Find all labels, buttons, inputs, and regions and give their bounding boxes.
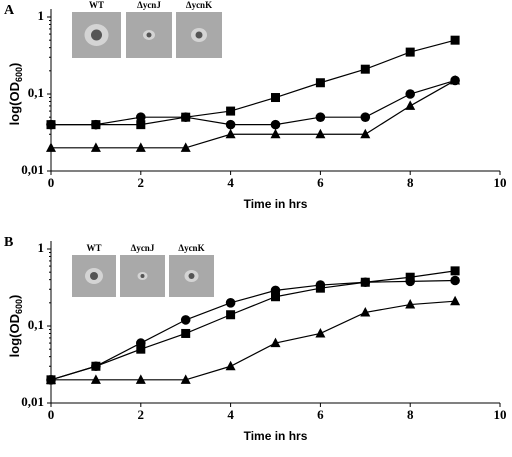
colony-center <box>195 31 203 39</box>
x-tick-label: 6 <box>317 175 324 190</box>
panel-label: A <box>4 3 15 18</box>
y-axis-label: log(OD600) <box>7 63 24 126</box>
x-axis-label: Time in hrs <box>244 429 308 443</box>
x-tick-label: 10 <box>494 407 507 422</box>
square-marker <box>226 310 236 320</box>
inset-label: ΔycnJ <box>137 0 161 10</box>
series-line <box>51 79 456 126</box>
inset-label: ΔycnK <box>186 0 212 10</box>
inset-label: ΔycnK <box>178 243 204 253</box>
circle-marker <box>405 276 416 287</box>
circle-marker <box>360 277 371 288</box>
circle-marker <box>180 112 191 122</box>
circle-marker <box>225 119 236 130</box>
triangle-marker <box>405 299 416 309</box>
x-tick-label: 0 <box>48 407 55 422</box>
triangle-marker <box>360 128 371 139</box>
square-marker <box>450 266 460 276</box>
colony-center <box>146 32 152 38</box>
y-axis-label: log(OD600) <box>7 295 24 358</box>
circle-marker <box>136 338 146 348</box>
y-tick-label: 0,01 <box>21 394 44 409</box>
circle-marker <box>270 285 281 296</box>
triangle-marker <box>46 374 56 384</box>
y-axis-label-part: 600 <box>14 299 24 314</box>
x-tick-label: 0 <box>48 175 55 190</box>
x-tick-label: 10 <box>494 175 507 190</box>
x-tick-label: 2 <box>138 175 145 190</box>
triangle-marker <box>315 128 326 139</box>
triangle-marker <box>360 306 371 317</box>
triangle-marker <box>90 374 101 384</box>
x-tick-label: 4 <box>227 407 234 422</box>
circle-marker <box>46 119 56 130</box>
x-tick-label: 8 <box>407 175 414 190</box>
square-marker <box>136 120 146 130</box>
series-line <box>50 279 456 381</box>
y-tick-label: 1 <box>38 240 45 255</box>
y-tick-label: 1 <box>38 8 45 23</box>
circle-marker <box>450 275 460 286</box>
y-tick-label: 0,1 <box>28 317 44 332</box>
panel-label: B <box>4 235 13 250</box>
triangle-marker <box>180 374 191 384</box>
inset-label: WT <box>86 243 101 253</box>
triangle-marker <box>450 295 461 306</box>
x-tick-label: 8 <box>407 407 414 422</box>
series-line <box>51 39 456 126</box>
x-tick-label: 2 <box>138 407 145 422</box>
square-marker <box>226 106 236 116</box>
circle-marker <box>270 119 281 130</box>
triangle-marker <box>225 128 236 139</box>
y-tick-label: 0,1 <box>28 85 44 100</box>
circle-marker <box>360 112 371 122</box>
circle-marker <box>315 112 326 122</box>
square-marker <box>315 78 325 88</box>
triangle-marker <box>315 327 326 338</box>
square-marker <box>181 328 191 338</box>
square-marker <box>450 35 460 45</box>
colony-center <box>91 29 102 41</box>
y-axis-label-part: 600 <box>14 67 24 82</box>
y-axis-label-part: log(OD <box>7 82 22 125</box>
colony-center <box>140 274 145 278</box>
circle-marker <box>315 280 326 290</box>
colony-center <box>90 272 98 280</box>
y-axis-label-part: ) <box>7 295 22 299</box>
series-line <box>50 270 456 381</box>
inset-label: WT <box>89 0 104 10</box>
y-axis-label-part: ) <box>7 63 22 67</box>
y-tick-label: 0,01 <box>21 162 44 177</box>
colony-center <box>188 273 195 279</box>
circle-marker <box>180 315 191 325</box>
triangle-marker <box>90 142 101 152</box>
x-tick-label: 4 <box>227 175 234 190</box>
circle-marker <box>136 112 146 122</box>
triangle-marker <box>270 337 281 348</box>
triangle-marker <box>46 142 56 152</box>
series-line <box>51 300 456 381</box>
circle-marker <box>405 89 416 99</box>
square-marker <box>271 292 280 302</box>
triangle-marker <box>450 74 461 85</box>
triangle-marker <box>405 100 416 110</box>
triangle-marker <box>135 374 146 384</box>
inset-label: ΔycnJ <box>131 243 155 253</box>
square-marker <box>405 47 415 57</box>
triangle-marker <box>180 142 191 152</box>
x-tick-label: 6 <box>317 407 324 422</box>
triangle-marker <box>270 128 281 139</box>
triangle-marker <box>225 360 236 371</box>
square-marker <box>136 344 146 354</box>
circle-marker <box>91 361 101 372</box>
y-axis-label-part: log(OD <box>7 314 22 357</box>
circle-marker <box>225 298 236 308</box>
square-marker <box>271 93 280 103</box>
triangle-marker <box>135 142 146 152</box>
series-line <box>51 79 456 149</box>
x-axis-label: Time in hrs <box>244 197 308 211</box>
circle-marker <box>91 119 101 130</box>
square-marker <box>360 64 370 74</box>
